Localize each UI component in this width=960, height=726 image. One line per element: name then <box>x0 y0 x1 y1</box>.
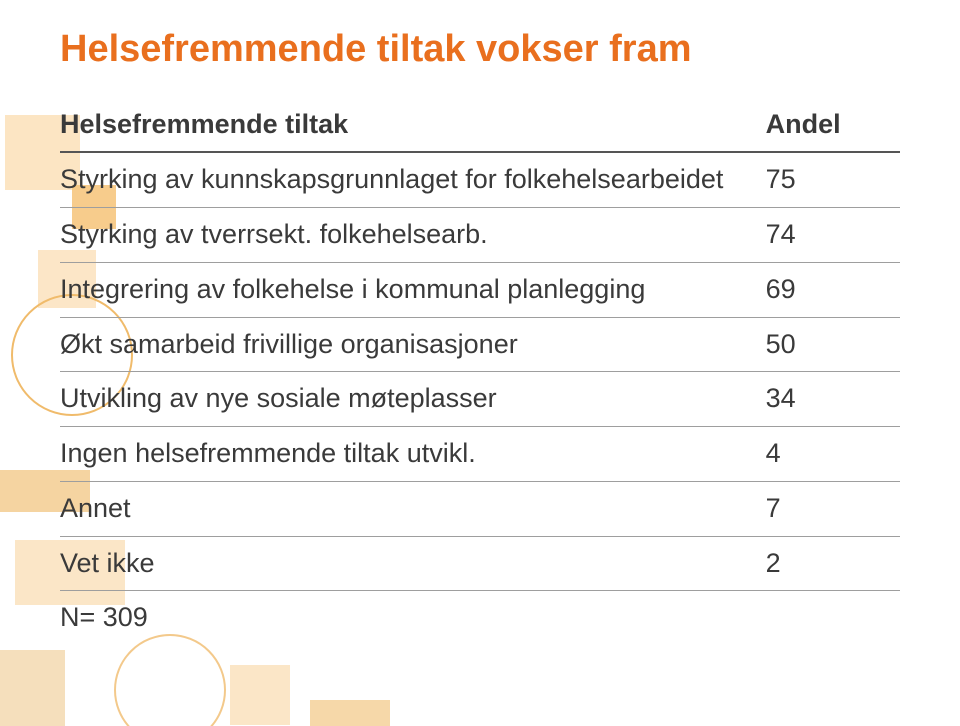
table-body: Styrking av kunnskapsgrunnlaget for folk… <box>60 152 900 645</box>
table-cell-value: 69 <box>766 262 900 317</box>
table-cell-label: Integrering av folkehelse i kommunal pla… <box>60 262 766 317</box>
table-cell-label: Styrking av kunnskapsgrunnlaget for folk… <box>60 152 766 207</box>
table-cell-value: 34 <box>766 372 900 427</box>
table-row: N= 309 <box>60 591 900 645</box>
table-cell-label: N= 309 <box>60 591 766 645</box>
data-table: Helsefremmende tiltak Andel Styrking av … <box>60 98 900 646</box>
table-cell-value: 2 <box>766 536 900 591</box>
slide-content: Helsefremmende tiltak vokser fram Helsef… <box>0 0 960 645</box>
table-header-col2: Andel <box>766 98 900 153</box>
table-cell-label: Annet <box>60 481 766 536</box>
table-cell-value: 74 <box>766 208 900 263</box>
table-cell-label: Ingen helsefremmende tiltak utvikl. <box>60 427 766 482</box>
table-cell-value <box>766 591 900 645</box>
table-cell-value: 50 <box>766 317 900 372</box>
table-cell-label: Utvikling av nye sosiale møteplasser <box>60 372 766 427</box>
table-row: Vet ikke2 <box>60 536 900 591</box>
table-cell-label: Styrking av tverrsekt. folkehelsearb. <box>60 208 766 263</box>
table-row: Styrking av kunnskapsgrunnlaget for folk… <box>60 152 900 207</box>
table-row: Utvikling av nye sosiale møteplasser34 <box>60 372 900 427</box>
table-row: Økt samarbeid frivillige organisasjoner5… <box>60 317 900 372</box>
table-cell-label: Vet ikke <box>60 536 766 591</box>
table-row: Ingen helsefremmende tiltak utvikl.4 <box>60 427 900 482</box>
table-header-row: Helsefremmende tiltak Andel <box>60 98 900 153</box>
table-row: Styrking av tverrsekt. folkehelsearb.74 <box>60 208 900 263</box>
table-row: Integrering av folkehelse i kommunal pla… <box>60 262 900 317</box>
table-cell-value: 75 <box>766 152 900 207</box>
table-header-col1: Helsefremmende tiltak <box>60 98 766 153</box>
table-cell-value: 4 <box>766 427 900 482</box>
table-cell-label: Økt samarbeid frivillige organisasjoner <box>60 317 766 372</box>
slide-title: Helsefremmende tiltak vokser fram <box>60 28 900 72</box>
table-cell-value: 7 <box>766 481 900 536</box>
table-row: Annet7 <box>60 481 900 536</box>
